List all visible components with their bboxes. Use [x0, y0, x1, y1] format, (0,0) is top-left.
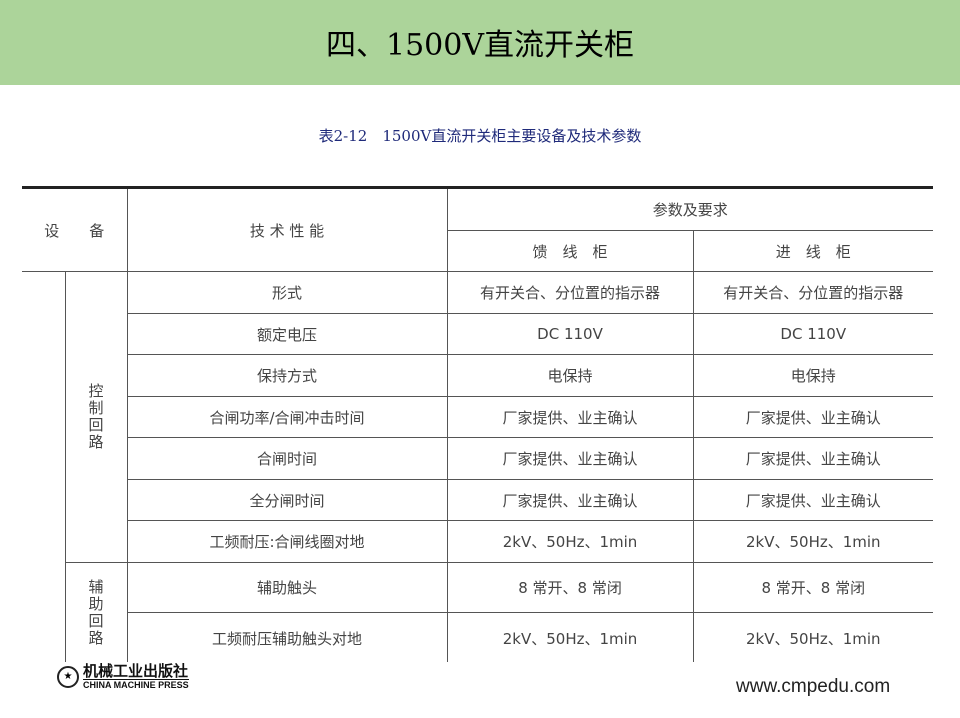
performance-cell: 辅助触头	[126, 562, 448, 613]
table-row: 控制回路 形式 有开关合、分位置的指示器 有开关合、分位置的指示器	[22, 271, 933, 662]
star-gear-icon: ★	[57, 665, 79, 688]
performance-cell: 全分闸时间	[126, 479, 448, 521]
publisher-cn: 机械工业出版社	[83, 662, 189, 680]
incoming-cell: 2kV、50Hz、1min	[692, 612, 933, 662]
feeder-cell: 厂家提供、业主确认	[446, 396, 694, 438]
performance-cell: 工频耐压辅助触头对地	[126, 612, 448, 662]
header-params: 参数及要求	[446, 186, 933, 231]
incoming-cell: 8 常开、8 常闭	[692, 562, 933, 613]
slide-title: 四、1500V直流开关柜	[325, 28, 634, 63]
incoming-cell: 有开关合、分位置的指示器	[692, 271, 933, 314]
feeder-cell: 2kV、50Hz、1min	[446, 520, 694, 563]
feeder-cell: 有开关合、分位置的指示器	[446, 271, 694, 314]
feeder-cell: 厂家提供、业主确认	[446, 479, 694, 521]
performance-cell: 保持方式	[126, 354, 448, 397]
table-row: 辅助回路 辅助触头 8 常开、8 常闭 8 常开、8 常闭	[22, 562, 933, 662]
parameters-table: 设 备 技 术 性 能 参数及要求 馈 线 柜 进 线 柜 控制回路 形式 有开关合…	[22, 186, 933, 662]
incoming-cell: 厂家提供、业主确认	[692, 479, 933, 521]
feeder-cell: 电保持	[446, 354, 694, 397]
performance-cell: 工频耐压:合闸线圈对地	[126, 520, 448, 563]
device-cell	[22, 271, 66, 662]
performance-cell: 合闸功率/合闸冲击时间	[126, 396, 448, 438]
performance-cell: 合闸时间	[126, 437, 448, 480]
table-row: 合闸时间 厂家提供、业主确认 厂家提供、业主确认	[22, 437, 933, 480]
incoming-cell: 厂家提供、业主确认	[692, 437, 933, 480]
table-row: 工频耐压辅助触头对地 2kV、50Hz、1min 2kV、50Hz、1min	[22, 612, 933, 662]
table-row: 全分闸时间 厂家提供、业主确认 厂家提供、业主确认	[22, 479, 933, 521]
header-incoming: 进 线 柜	[692, 230, 933, 272]
header-device: 设 备	[22, 186, 128, 272]
table-caption: 表2-12 1500V直流开关柜主要设备及技术参数	[318, 127, 642, 145]
group-label: 控制回路	[64, 271, 128, 563]
feeder-cell: 8 常开、8 常闭	[446, 562, 694, 613]
publisher-en: CHINA MACHINE PRESS	[83, 680, 189, 690]
publisher-logo: ★ 机械工业出版社 CHINA MACHINE PRESS	[57, 663, 189, 690]
header-feeder: 馈 线 柜	[446, 230, 694, 272]
table-row: 额定电压 DC 110V DC 110V	[22, 313, 933, 355]
incoming-cell: 电保持	[692, 354, 933, 397]
feeder-cell: DC 110V	[446, 313, 694, 355]
incoming-cell: DC 110V	[692, 313, 933, 355]
incoming-cell: 厂家提供、业主确认	[692, 396, 933, 438]
feeder-cell: 2kV、50Hz、1min	[446, 612, 694, 662]
group-label: 辅助回路	[64, 562, 128, 662]
incoming-cell: 2kV、50Hz、1min	[692, 520, 933, 563]
table-row: 合闸功率/合闸冲击时间 厂家提供、业主确认 厂家提供、业主确认	[22, 396, 933, 438]
header-performance: 技 术 性 能	[126, 186, 448, 272]
feeder-cell: 厂家提供、业主确认	[446, 437, 694, 480]
performance-cell: 额定电压	[126, 313, 448, 355]
table-row: 保持方式 电保持 电保持	[22, 354, 933, 397]
title-banner	[0, 0, 960, 85]
performance-cell: 形式	[126, 271, 448, 314]
table-row: 工频耐压:合闸线圈对地 2kV、50Hz、1min 2kV、50Hz、1min	[22, 520, 933, 563]
website-url[interactable]: www.cmpedu.com	[736, 676, 891, 697]
